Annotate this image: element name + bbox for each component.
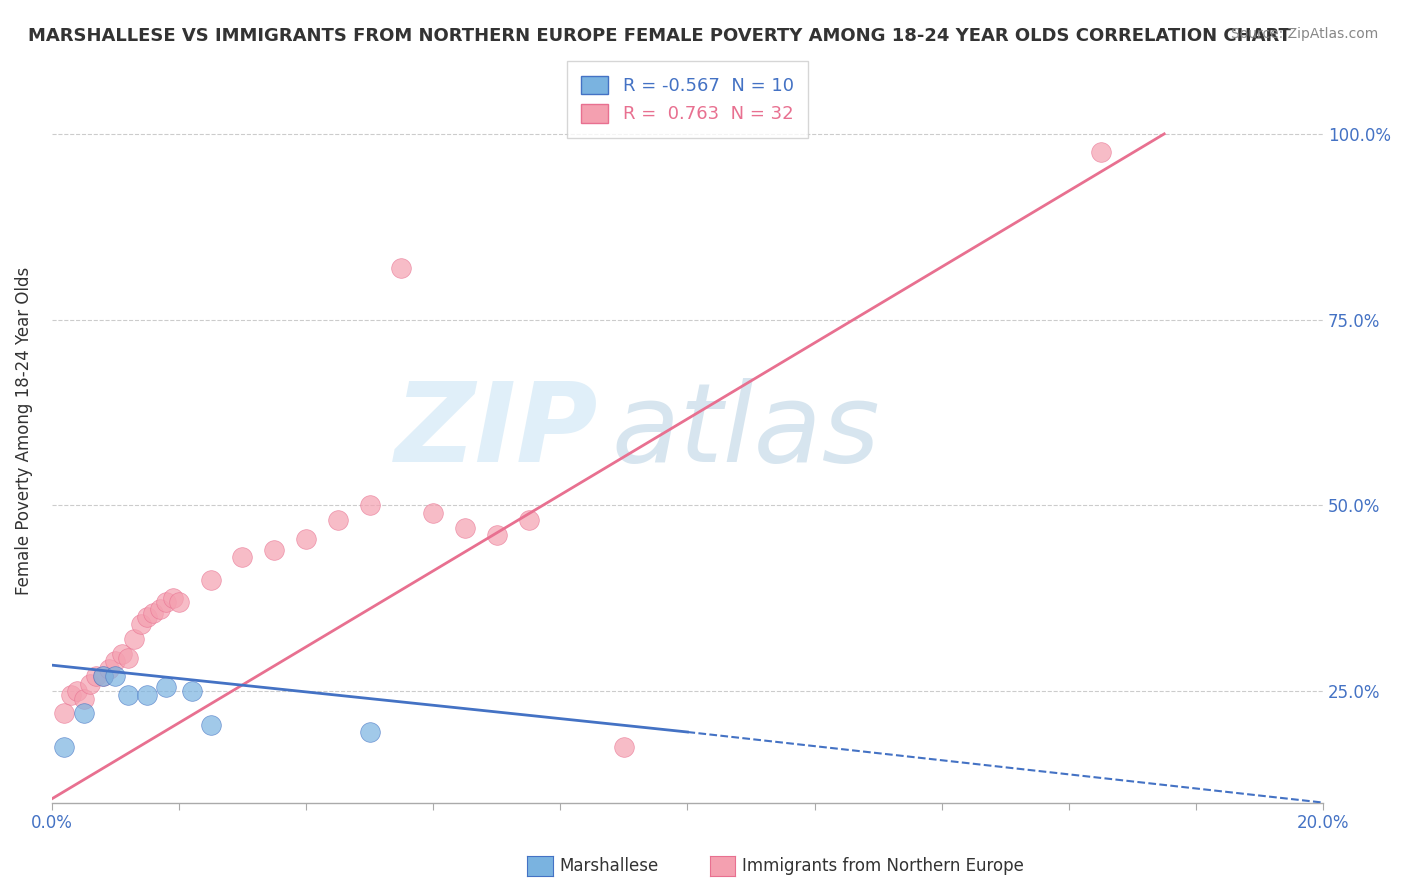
Point: [59, 688, 82, 702]
Point: [91, 669, 114, 683]
Point: [613, 739, 636, 754]
Point: [142, 606, 165, 620]
Point: [231, 550, 253, 565]
Point: [359, 725, 381, 739]
Point: [200, 573, 222, 587]
Point: [162, 591, 184, 606]
Point: [124, 632, 146, 647]
Point: [117, 650, 139, 665]
Point: [53, 739, 76, 754]
Point: [72, 706, 94, 721]
Point: [91, 669, 114, 683]
Legend: R = -0.567  N = 10, R =  0.763  N = 32: R = -0.567 N = 10, R = 0.763 N = 32: [567, 62, 808, 137]
Point: [66, 684, 89, 698]
Point: [111, 647, 134, 661]
Point: [84, 669, 107, 683]
Point: [485, 528, 508, 542]
Point: [53, 706, 76, 721]
Y-axis label: Female Poverty Among 18-24 Year Olds: Female Poverty Among 18-24 Year Olds: [15, 267, 32, 595]
Point: [295, 532, 318, 546]
Point: [149, 602, 172, 616]
Point: [454, 521, 477, 535]
Text: Immigrants from Northern Europe: Immigrants from Northern Europe: [742, 857, 1024, 875]
Text: Marshallese: Marshallese: [560, 857, 659, 875]
Point: [167, 595, 190, 609]
Point: [326, 513, 349, 527]
Text: atlas: atlas: [612, 377, 880, 484]
Text: Source: ZipAtlas.com: Source: ZipAtlas.com: [1230, 27, 1378, 41]
Text: ZIP: ZIP: [395, 377, 599, 484]
Point: [136, 688, 159, 702]
Point: [263, 543, 285, 558]
Point: [155, 681, 177, 695]
Point: [97, 662, 120, 676]
Point: [117, 688, 139, 702]
Point: [422, 506, 444, 520]
Point: [359, 499, 381, 513]
Point: [389, 260, 412, 275]
Text: MARSHALLESE VS IMMIGRANTS FROM NORTHERN EUROPE FEMALE POVERTY AMONG 18-24 YEAR O: MARSHALLESE VS IMMIGRANTS FROM NORTHERN …: [28, 27, 1291, 45]
Point: [104, 669, 127, 683]
Point: [155, 595, 177, 609]
Point: [517, 513, 540, 527]
Point: [136, 610, 159, 624]
Point: [180, 684, 202, 698]
Point: [72, 691, 94, 706]
Point: [129, 617, 152, 632]
Point: [79, 676, 101, 690]
Point: [104, 655, 127, 669]
Point: [200, 717, 222, 731]
Point: [1090, 145, 1112, 160]
